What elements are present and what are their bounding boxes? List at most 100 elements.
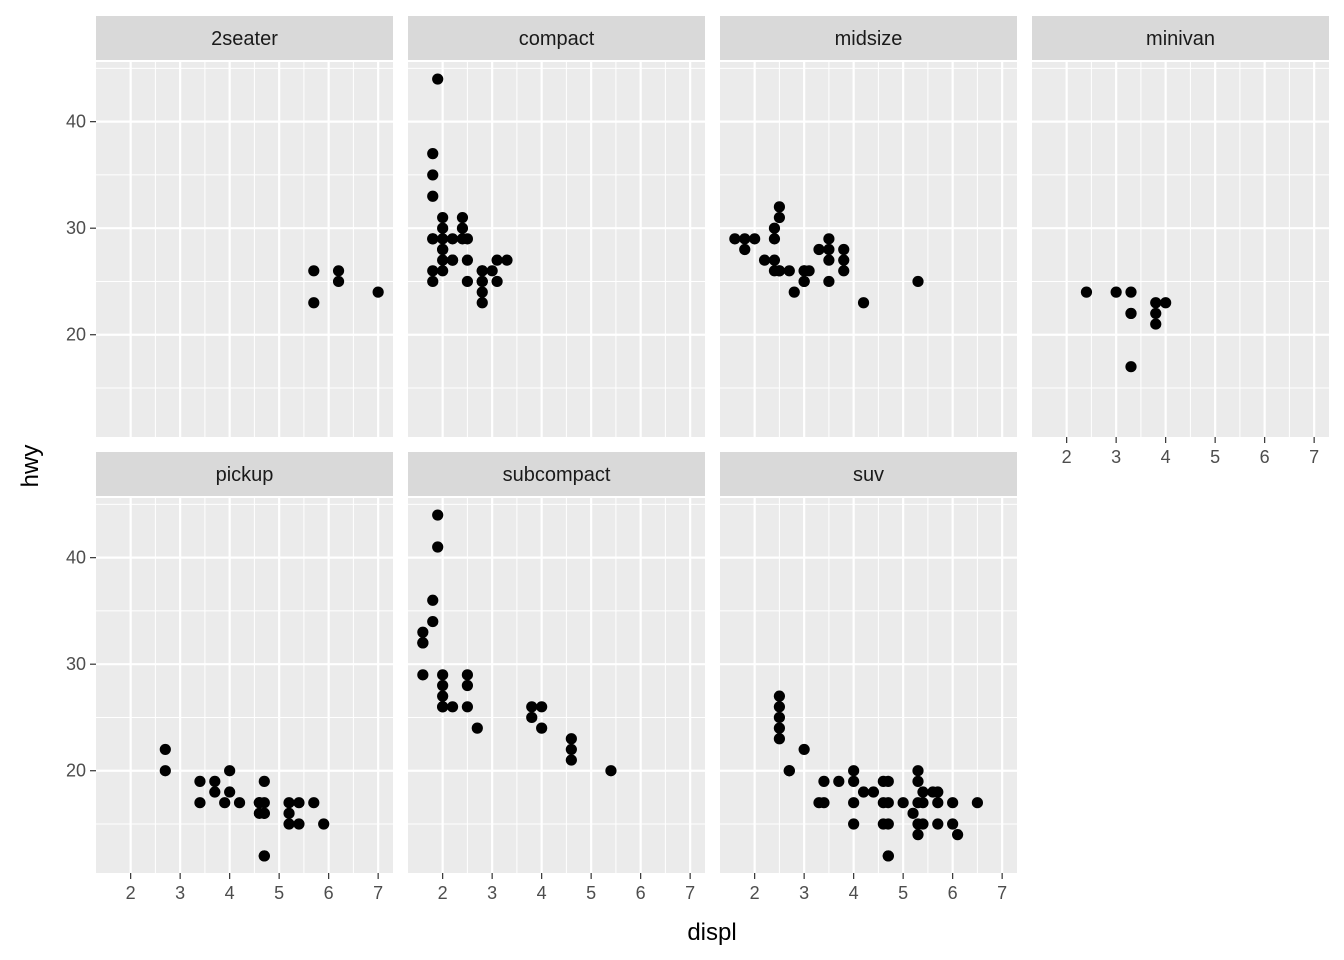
data-point: [258, 807, 270, 819]
data-point: [456, 211, 469, 224]
data-point: [788, 286, 800, 298]
data-point: [461, 669, 473, 681]
y-axis-title: hwy: [17, 445, 44, 488]
data-point: [437, 233, 449, 245]
data-point: [932, 818, 944, 830]
data-point: [907, 807, 919, 819]
panel-background: [96, 498, 393, 873]
data-point: [461, 701, 473, 713]
data-point: [857, 786, 870, 798]
y-tick-label: 40: [66, 548, 86, 568]
data-point: [565, 754, 577, 766]
data-point: [258, 850, 270, 862]
data-point: [947, 797, 959, 809]
data-point: [768, 254, 781, 266]
panel-background: [408, 62, 705, 437]
data-point: [283, 797, 295, 809]
data-point: [437, 701, 449, 713]
y-tick-label: 30: [66, 218, 86, 238]
strip-label: subcompact: [503, 464, 611, 486]
data-point: [456, 233, 469, 245]
data-point: [372, 286, 384, 298]
data-point: [1160, 297, 1172, 309]
data-point: [1150, 318, 1162, 330]
data-point: [798, 275, 810, 288]
x-tick-label: 2: [126, 883, 136, 903]
data-point: [159, 765, 171, 777]
data-point: [1125, 361, 1137, 373]
strip-background: [408, 452, 705, 496]
data-point: [476, 275, 488, 288]
data-point: [932, 786, 944, 798]
x-tick-label: 3: [175, 883, 185, 903]
strip-background: [96, 452, 393, 496]
data-point: [432, 509, 444, 521]
data-point: [427, 594, 439, 606]
data-point: [332, 265, 345, 277]
data-point: [476, 286, 488, 298]
data-point: [437, 679, 449, 692]
strip-background: [96, 16, 393, 60]
data-point: [848, 818, 860, 830]
data-point: [461, 275, 473, 288]
x-tick-label: 3: [1111, 447, 1121, 467]
data-point: [565, 733, 577, 745]
data-point: [417, 669, 429, 681]
data-point: [501, 254, 513, 266]
data-point: [838, 265, 850, 277]
x-tick-label: 4: [225, 883, 235, 903]
data-point: [768, 233, 781, 245]
data-point: [952, 829, 964, 841]
x-tick-label: 4: [1161, 447, 1171, 467]
x-tick-label: 4: [537, 883, 547, 903]
data-point: [971, 797, 984, 809]
strip-background: [1032, 16, 1329, 60]
strip-label: pickup: [216, 464, 274, 486]
data-point: [283, 807, 295, 819]
data-point: [427, 169, 439, 181]
data-point: [437, 669, 449, 681]
x-tick-label: 7: [1309, 447, 1319, 467]
data-point: [823, 275, 835, 288]
data-point: [773, 722, 786, 734]
data-point: [932, 797, 944, 809]
facet-panel-compact: compact: [408, 16, 705, 437]
data-point: [848, 775, 860, 787]
facet-panel-subcompact: subcompact 2 3 4 5 6 7: [408, 452, 705, 903]
y-tick-label: 20: [66, 325, 86, 345]
data-point: [833, 775, 845, 787]
data-point: [823, 233, 835, 245]
data-point: [476, 297, 488, 309]
data-point: [912, 765, 924, 777]
data-point: [293, 818, 305, 830]
data-point: [209, 786, 221, 798]
data-point: [417, 626, 429, 638]
data-point: [427, 233, 439, 245]
data-point: [432, 73, 444, 85]
data-point: [897, 797, 909, 809]
x-tick-label: 2: [1062, 447, 1072, 467]
data-point: [437, 690, 449, 702]
data-point: [461, 254, 473, 266]
data-point: [1150, 297, 1162, 309]
strip-background: [720, 452, 1017, 496]
data-point: [308, 797, 320, 809]
data-point: [848, 765, 860, 777]
data-point: [818, 775, 830, 787]
data-point: [773, 201, 786, 213]
data-point: [427, 148, 439, 160]
x-tick-label: 4: [849, 883, 859, 903]
data-point: [332, 275, 345, 288]
data-point: [446, 254, 459, 266]
data-point: [768, 265, 781, 277]
data-point: [417, 637, 429, 649]
data-point: [209, 775, 221, 787]
data-point: [1080, 286, 1093, 298]
data-point: [773, 701, 786, 713]
data-point: [877, 818, 889, 830]
panel-background: [1032, 62, 1329, 437]
data-point: [917, 786, 929, 798]
data-point: [536, 722, 548, 734]
data-point: [882, 797, 894, 809]
